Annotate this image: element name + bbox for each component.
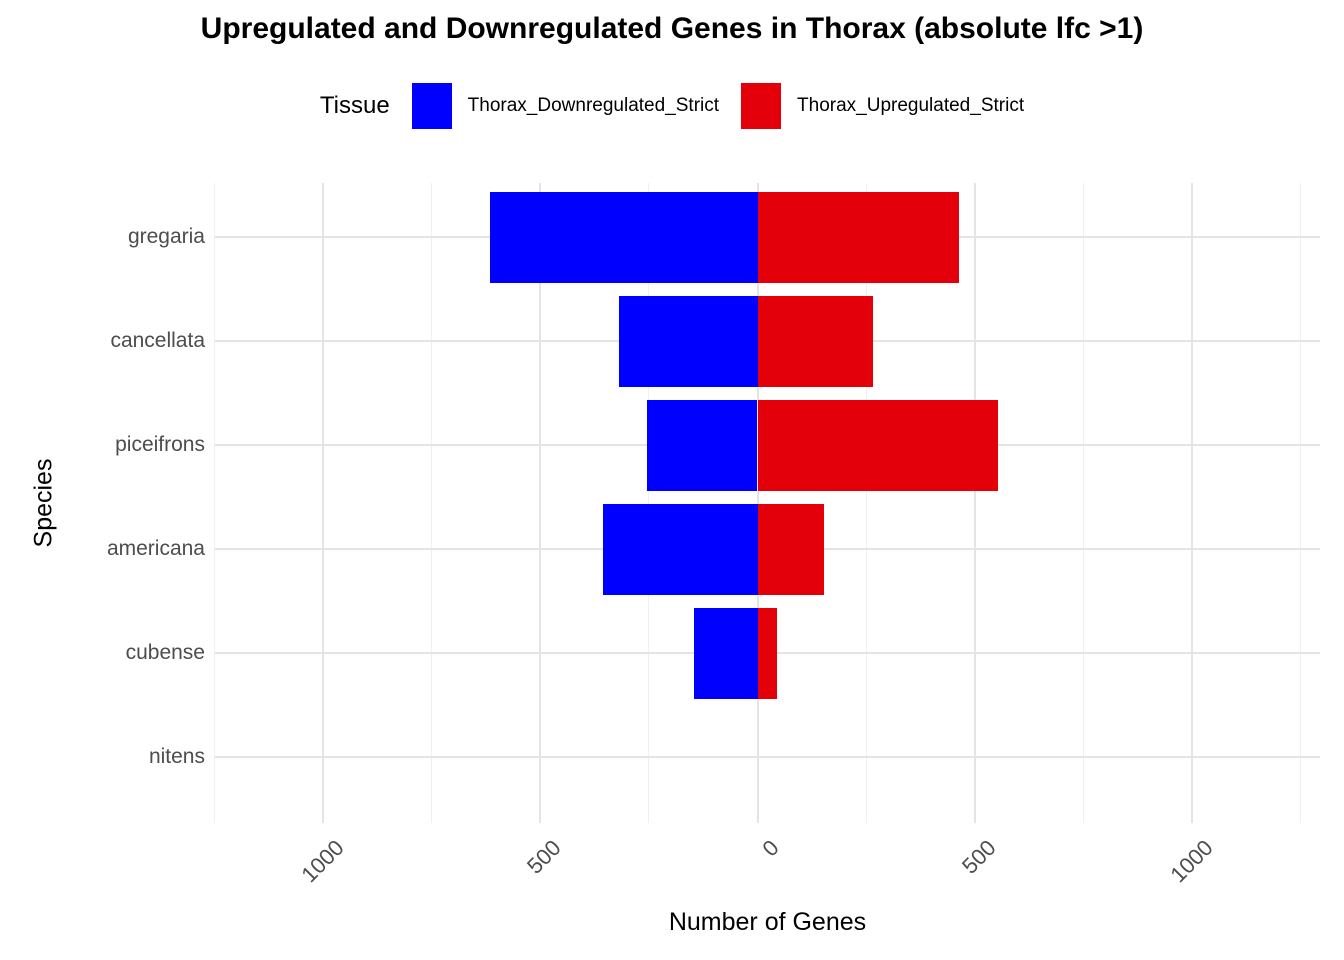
- bar-upregulated-cubense: [757, 607, 778, 699]
- bar-downregulated-cancellata: [618, 295, 758, 387]
- x-tick-label: 500: [522, 835, 567, 879]
- legend-label-upregulated: Thorax_Upregulated_Strict: [797, 95, 1025, 116]
- gridline-minor-vertical: [648, 183, 650, 823]
- bar-downregulated-gregaria: [489, 191, 758, 283]
- x-tick-label: 1000: [296, 835, 349, 888]
- gridline-minor-vertical: [431, 183, 433, 823]
- gridline-major-vertical: [539, 183, 542, 823]
- plot-panel: [214, 183, 1320, 823]
- bar-upregulated-gregaria: [757, 191, 960, 283]
- gridline-major-vertical: [322, 183, 325, 823]
- gridline-minor-vertical: [214, 183, 216, 823]
- y-tick-label-piceifrons: piceifrons: [115, 433, 205, 456]
- y-tick-label-cancellata: cancellata: [110, 329, 205, 352]
- bar-upregulated-piceifrons: [757, 399, 998, 491]
- gridline-major-vertical: [756, 183, 759, 823]
- gridline-major-vertical: [973, 183, 976, 823]
- x-tick-label: 1000: [1165, 835, 1218, 888]
- y-tick-label-nitens: nitens: [148, 745, 205, 768]
- chart-title: Upregulated and Downregulated Genes in T…: [200, 12, 1144, 45]
- legend-item-upregulated: Thorax_Upregulated_Strict: [741, 83, 1024, 129]
- bar-upregulated-cancellata: [757, 295, 874, 387]
- bar-downregulated-cubense: [694, 607, 758, 699]
- y-axis-title: Species: [29, 458, 58, 548]
- gridline-minor-vertical: [865, 183, 867, 823]
- bar-downregulated-piceifrons: [646, 399, 758, 491]
- legend-item-downregulated: Thorax_Downregulated_Strict: [411, 83, 720, 129]
- bar-upregulated-americana: [757, 503, 825, 595]
- x-axis-title: Number of Genes: [668, 908, 867, 936]
- legend-swatch-upregulated-icon: [741, 83, 782, 129]
- y-tick-label-cubense: cubense: [125, 641, 205, 664]
- legend-title: Tissue: [319, 92, 390, 119]
- legend: Tissue Thorax_Downregulated_Strict Thora…: [0, 80, 1344, 132]
- y-tick-label-gregaria: gregaria: [127, 225, 205, 248]
- legend-label-downregulated: Thorax_Downregulated_Strict: [467, 95, 720, 116]
- legend-swatch-downregulated-icon: [411, 83, 452, 129]
- y-tick-label-americana: americana: [106, 537, 205, 560]
- gridline-major-vertical: [1190, 183, 1193, 823]
- x-tick-label: 0: [756, 835, 784, 862]
- bar-downregulated-americana: [602, 503, 758, 595]
- gridline-minor-vertical: [1299, 183, 1301, 823]
- gridline-major-horizontal: [215, 756, 1320, 758]
- x-tick-label: 500: [956, 835, 1001, 879]
- gridline-minor-vertical: [1082, 183, 1084, 823]
